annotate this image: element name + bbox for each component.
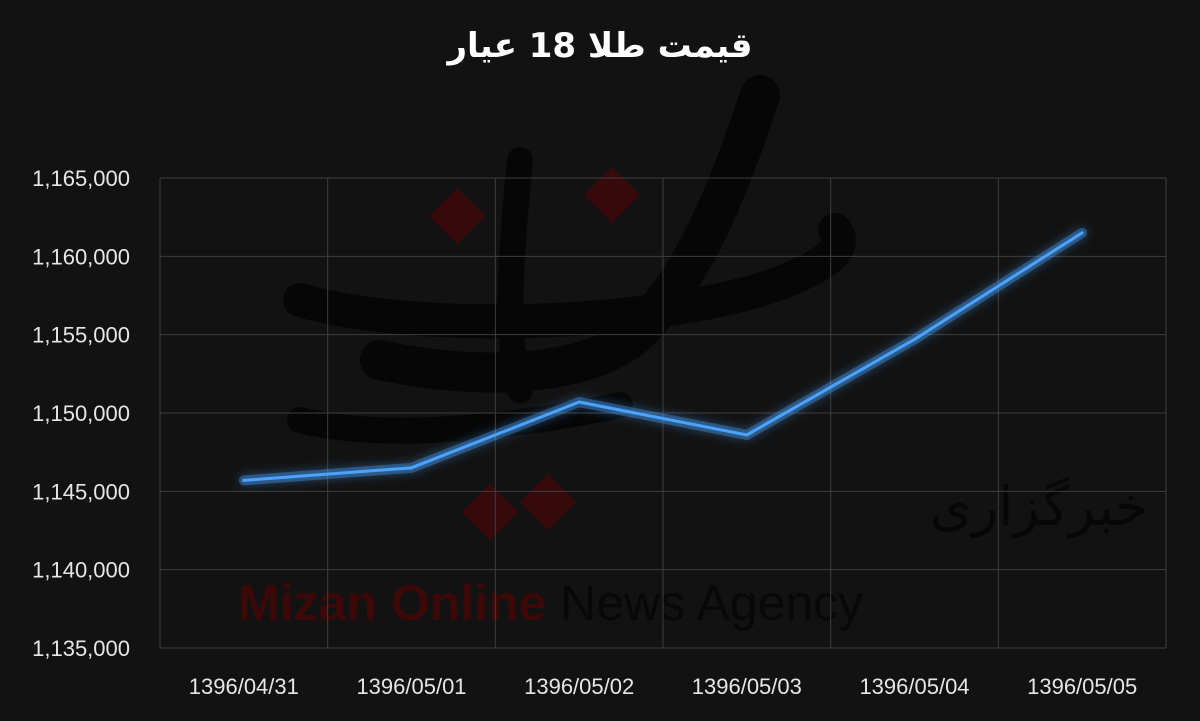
data-point <box>410 466 413 470</box>
watermark: خبرگزاری Mizan Online News Agency <box>238 75 1148 631</box>
chart-title: قیمت طلا 18 عیار <box>447 26 753 66</box>
y-tick-label: 1,135,000 <box>32 636 130 661</box>
y-axis: 1,135,000 1,140,000 1,145,000 1,150,000 1,15… <box>32 166 130 661</box>
series <box>238 227 1088 486</box>
data-point <box>577 400 581 404</box>
x-axis: 1396/04/31 1396/05/01 1396/05/02 1396/05/03… <box>189 674 1137 699</box>
x-tick-label: 1396/05/03 <box>692 674 802 699</box>
watermark-agency-en-part2: News Agency <box>546 575 863 631</box>
x-tick-label: 1396/05/02 <box>524 674 634 699</box>
y-tick-label: 1,140,000 <box>32 558 130 583</box>
y-tick-label: 1,145,000 <box>32 479 130 504</box>
y-tick-label: 1,150,000 <box>32 401 130 426</box>
x-tick-label: 1396/05/05 <box>1027 674 1137 699</box>
data-point <box>745 433 749 437</box>
y-tick-label: 1,160,000 <box>32 244 130 269</box>
y-tick-label: 1,165,000 <box>32 166 130 191</box>
data-point <box>913 337 916 341</box>
x-tick-label: 1396/05/04 <box>859 674 969 699</box>
watermark-agency-en: Mizan Online News Agency <box>238 575 863 631</box>
x-tick-label: 1396/04/31 <box>189 674 299 699</box>
grid <box>159 177 1167 649</box>
x-tick-label: 1396/05/01 <box>356 674 466 699</box>
watermark-agency-en-part1: Mizan Online <box>238 575 546 631</box>
data-point <box>1080 231 1084 235</box>
data-point <box>242 478 246 482</box>
watermark-agency-fa: خبرگزاری <box>930 475 1148 538</box>
y-tick-label: 1,155,000 <box>32 323 130 348</box>
series-line <box>242 231 1084 482</box>
